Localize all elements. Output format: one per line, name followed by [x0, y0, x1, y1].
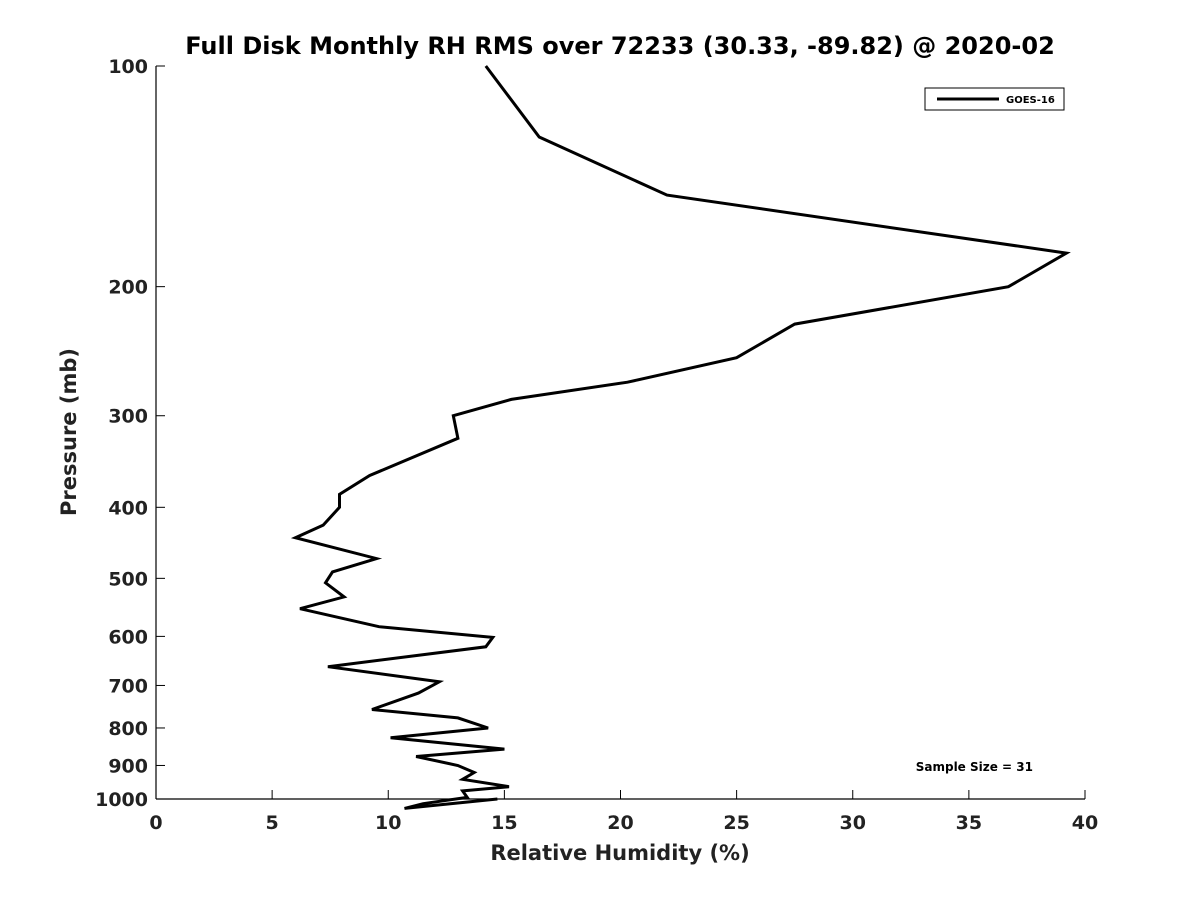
x-tick-label: 15 [491, 812, 517, 834]
x-tick-label: 25 [723, 812, 749, 834]
series-layer [290, 65, 1071, 810]
legend-label: GOES-16 [1006, 95, 1055, 106]
x-tick-label: 20 [607, 812, 633, 834]
y-tick-label: 400 [108, 497, 148, 519]
x-ticks: 0 5 10 15 20 25 30 35 40 [149, 790, 1098, 834]
x-tick-label: 5 [266, 812, 279, 834]
y-ticks: 100 200 300 400 500 600 700 800 900 1000 [95, 56, 165, 811]
x-tick-label: 30 [840, 812, 866, 834]
series-line-goes16 [290, 65, 1071, 810]
x-tick-label: 40 [1072, 812, 1098, 834]
x-tick-label: 10 [375, 812, 401, 834]
y-tick-label: 1000 [95, 789, 148, 811]
y-tick-label: 600 [108, 626, 148, 648]
y-tick-label: 700 [108, 675, 148, 697]
y-tick-label: 200 [108, 277, 148, 299]
y-tick-label: 100 [108, 56, 148, 78]
x-tick-label: 35 [956, 812, 982, 834]
y-tick-label: 300 [108, 406, 148, 428]
x-axis-label: Relative Humidity (%) [490, 841, 749, 865]
y-tick-label: 900 [108, 755, 148, 777]
legend: GOES-16 [924, 87, 1065, 111]
y-axis-label: Pressure (mb) [57, 348, 81, 516]
y-tick-label: 500 [108, 568, 148, 590]
x-tick-label: 0 [149, 812, 162, 834]
y-tick-label: 800 [108, 718, 148, 740]
chart-title: Full Disk Monthly RH RMS over 72233 (30.… [185, 32, 1055, 60]
sample-size-annotation: Sample Size = 31 [916, 760, 1033, 774]
plot-area [155, 66, 1085, 800]
